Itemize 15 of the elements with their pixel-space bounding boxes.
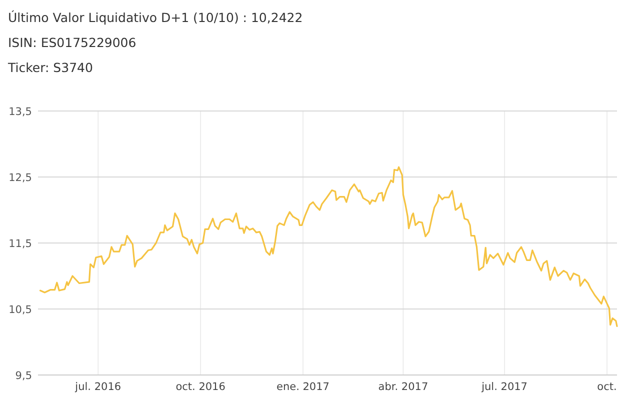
line-series — [39, 166, 618, 327]
x-tick-label: abr. 2017 — [378, 381, 428, 393]
x-tick-label: jul. 2016 — [74, 381, 122, 393]
x-tick-label: oct. 2016 — [176, 381, 226, 393]
y-tick-label: 10,5 — [8, 304, 32, 316]
y-tick-label: 12,5 — [8, 172, 32, 184]
y-tick-label: 9,5 — [15, 370, 32, 382]
x-tick-label: oct. — [597, 381, 617, 393]
x-tick-label: ene. 2017 — [276, 381, 330, 393]
chart-subtitle: ISIN: ES0175229006 — [8, 35, 136, 50]
y-tick-label: 13,5 — [8, 106, 32, 118]
x-tick-label: jul. 2017 — [480, 381, 528, 393]
text: Ticker: S3740 — [7, 60, 93, 75]
chart-title: Último Valor Liquidativo D+1 (10/10) : 10,2422 — [8, 10, 303, 25]
y-tick-label: 11,5 — [8, 238, 32, 250]
